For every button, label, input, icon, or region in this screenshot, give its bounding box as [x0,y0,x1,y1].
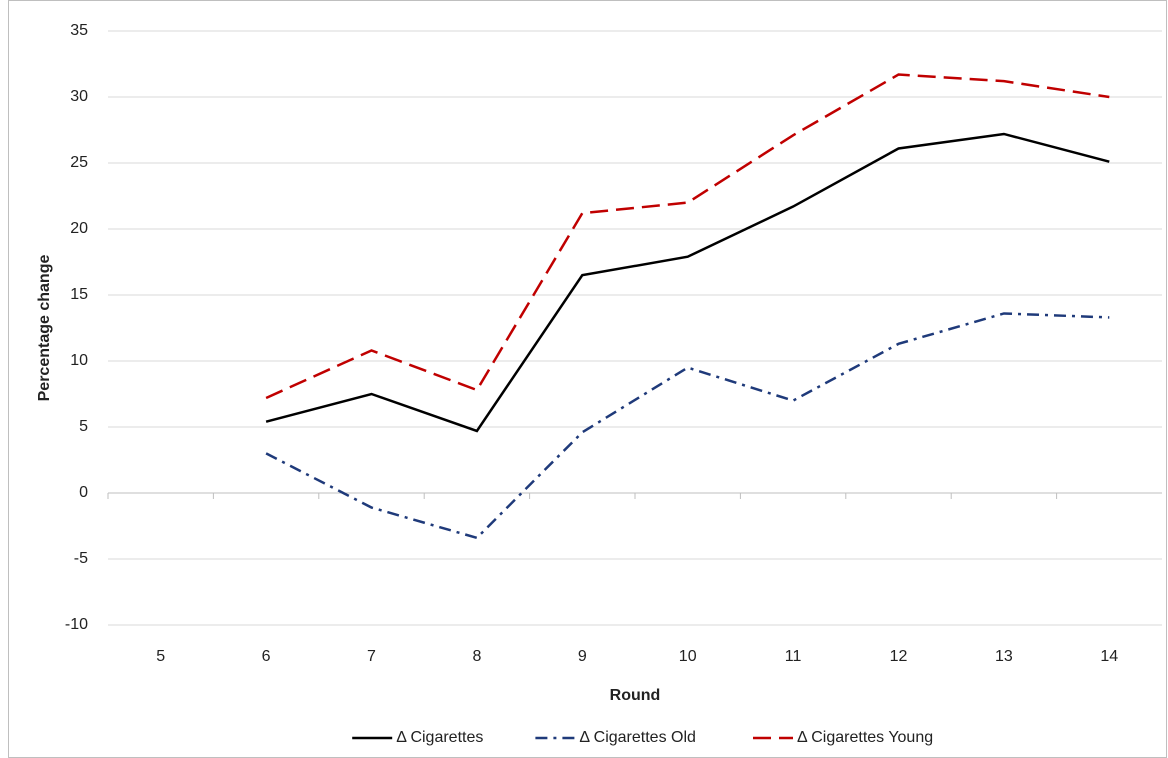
x-axis-title: Round [610,687,661,704]
x-tick-label: 14 [1100,648,1118,665]
x-tick-label: 11 [785,648,802,665]
y-tick-label: 0 [79,484,88,501]
y-tick-label: 25 [70,154,88,171]
x-tick-label: 13 [995,648,1013,665]
chart-frame [8,0,1167,758]
series-line [265,312,1110,540]
y-tick-label: -5 [74,550,88,567]
y-tick-label: 5 [79,418,88,435]
y-tick-label: -10 [65,616,88,633]
y-tick-label: 20 [70,220,88,237]
series-line [265,132,1110,433]
x-tick-label: 9 [578,648,587,665]
y-tick-label: 15 [70,286,88,303]
legend-label: Δ Cigarettes Old [579,729,696,746]
legend-label: Δ Cigarettes [396,729,483,746]
y-axis-title: Percentage change [36,255,53,402]
x-tick-label: 8 [472,648,481,665]
y-tick-label: 10 [70,352,88,369]
x-tick-label: 5 [156,648,165,665]
y-tick-label: 35 [70,22,88,39]
y-tick-label: 30 [70,88,88,105]
x-tick-label: 10 [679,648,697,665]
x-tick-label: 6 [262,648,271,665]
x-tick-label: 7 [367,648,376,665]
x-tick-label: 12 [890,648,908,665]
legend-label: Δ Cigarettes Young [797,729,933,746]
